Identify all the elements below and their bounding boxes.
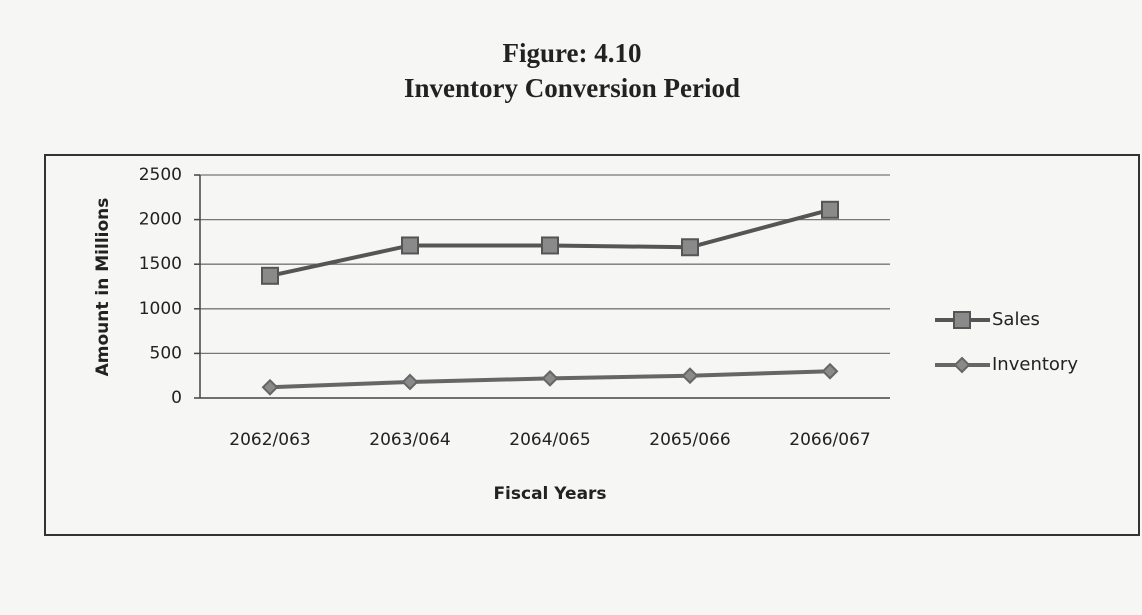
chart-frame <box>44 154 1140 536</box>
y-tick-label: 0 <box>171 388 182 408</box>
marker <box>821 362 839 380</box>
marker <box>261 378 279 396</box>
x-tick-label: 2063/064 <box>369 430 450 450</box>
x-tick-label: 2066/067 <box>789 430 870 450</box>
legend-label: Sales <box>992 309 1040 330</box>
y-tick-label: 2500 <box>139 165 182 185</box>
y-tick-label: 1500 <box>139 254 182 274</box>
marker <box>541 369 559 387</box>
marker <box>953 311 971 329</box>
marker <box>953 356 971 374</box>
chart-subtitle: Inventory Conversion Period <box>404 73 740 103</box>
marker <box>401 373 419 391</box>
x-tick-label: 2062/063 <box>229 430 310 450</box>
x-axis-title: Fiscal Years <box>493 484 606 504</box>
y-tick-label: 1000 <box>139 299 182 319</box>
marker <box>261 266 279 285</box>
marker <box>821 200 839 219</box>
y-tick-label: 2000 <box>139 210 182 230</box>
marker <box>681 238 699 257</box>
marker <box>401 236 419 255</box>
marker <box>681 367 699 385</box>
y-axis-title: Amount in Millions <box>93 198 113 377</box>
legend-label: Inventory <box>992 354 1078 375</box>
x-tick-label: 2065/066 <box>649 430 730 450</box>
y-tick-label: 500 <box>150 343 182 363</box>
chart-title: Figure: 4.10 <box>503 38 642 68</box>
marker <box>541 236 559 255</box>
x-tick-label: 2064/065 <box>509 430 590 450</box>
